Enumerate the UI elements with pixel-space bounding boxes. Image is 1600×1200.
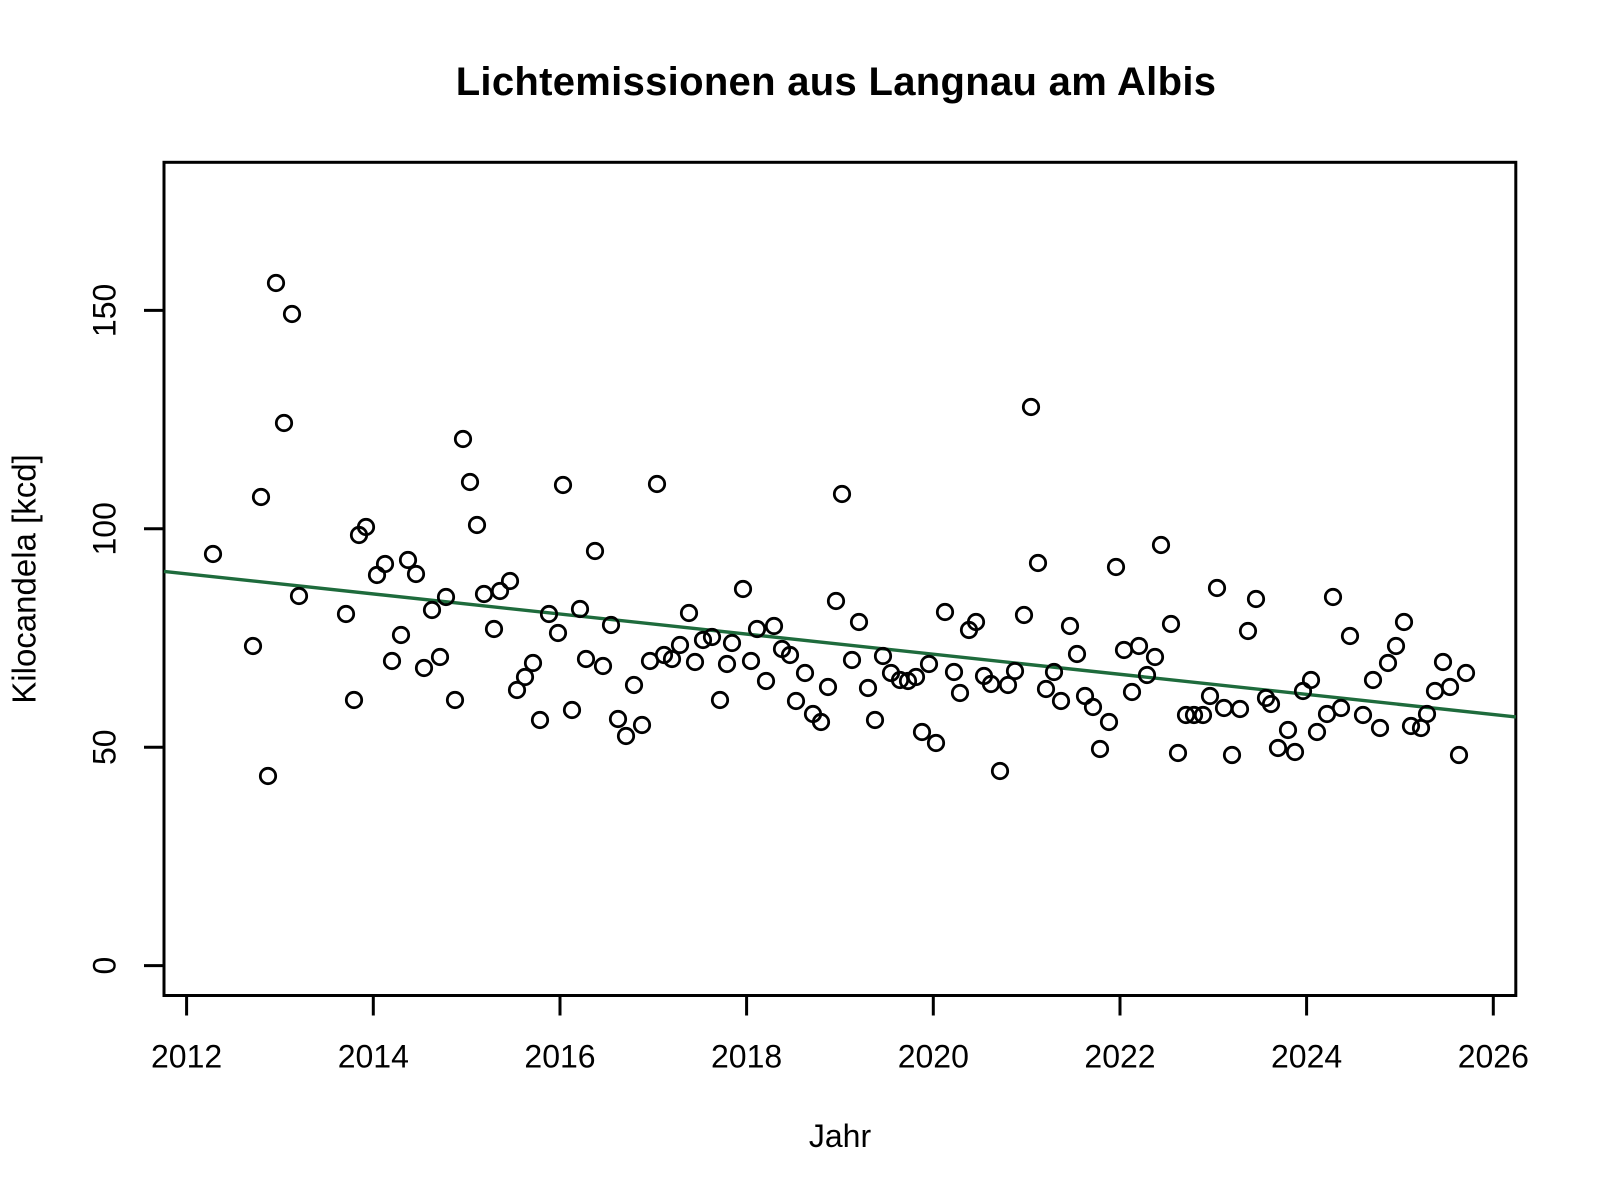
svg-text:2016: 2016 (524, 1039, 595, 1075)
svg-text:2024: 2024 (1271, 1039, 1342, 1075)
svg-text:2022: 2022 (1084, 1039, 1155, 1075)
svg-text:Lichtemissionen aus Langnau am: Lichtemissionen aus Langnau am Albis (456, 60, 1217, 104)
svg-text:2026: 2026 (1458, 1039, 1529, 1075)
svg-text:50: 50 (87, 729, 123, 765)
svg-text:2020: 2020 (898, 1039, 969, 1075)
svg-text:2014: 2014 (338, 1039, 409, 1075)
svg-text:Kilocandela [kcd]: Kilocandela [kcd] (6, 454, 43, 703)
svg-text:2012: 2012 (151, 1039, 222, 1075)
svg-text:2018: 2018 (711, 1039, 782, 1075)
svg-text:0: 0 (87, 957, 123, 975)
svg-text:150: 150 (87, 284, 123, 337)
svg-text:100: 100 (87, 502, 123, 555)
svg-text:Jahr: Jahr (809, 1118, 872, 1154)
